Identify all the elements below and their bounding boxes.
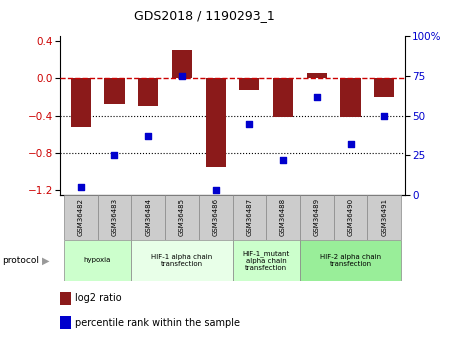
- Bar: [232, 195, 266, 240]
- Text: HIF-1_mutant
alpha chain
transfection: HIF-1_mutant alpha chain transfection: [243, 250, 290, 271]
- Point: [279, 157, 287, 163]
- Bar: [199, 195, 232, 240]
- Text: GSM36489: GSM36489: [314, 198, 320, 236]
- Point: [178, 73, 186, 79]
- Bar: [98, 195, 131, 240]
- Point: [77, 184, 85, 190]
- Point: [246, 121, 253, 126]
- Bar: [266, 195, 300, 240]
- Bar: [138, 78, 158, 106]
- Point: [347, 141, 354, 147]
- Bar: [300, 240, 401, 281]
- Text: GSM36490: GSM36490: [347, 198, 353, 236]
- Bar: [131, 240, 232, 281]
- Text: GSM36483: GSM36483: [112, 198, 118, 236]
- Point: [111, 152, 118, 158]
- Text: GSM36482: GSM36482: [78, 198, 84, 236]
- Point: [313, 94, 320, 99]
- Bar: [374, 78, 394, 97]
- Bar: [71, 78, 91, 127]
- Bar: [104, 78, 125, 105]
- Bar: [64, 240, 131, 281]
- Text: GSM36486: GSM36486: [213, 198, 219, 236]
- Bar: [172, 50, 192, 78]
- Text: GSM36487: GSM36487: [246, 198, 252, 236]
- Text: hypoxia: hypoxia: [84, 257, 111, 264]
- Point: [380, 113, 388, 118]
- Bar: [239, 78, 259, 90]
- Text: GSM36491: GSM36491: [381, 198, 387, 236]
- Point: [145, 134, 152, 139]
- Text: GDS2018 / 1190293_1: GDS2018 / 1190293_1: [134, 9, 275, 22]
- Text: percentile rank within the sample: percentile rank within the sample: [75, 318, 240, 327]
- Text: protocol: protocol: [2, 256, 40, 265]
- Bar: [307, 73, 327, 78]
- Bar: [131, 195, 165, 240]
- Bar: [273, 78, 293, 117]
- Text: ▶: ▶: [42, 256, 49, 265]
- Text: log2 ratio: log2 ratio: [75, 294, 122, 303]
- Point: [212, 187, 219, 193]
- Bar: [367, 195, 401, 240]
- Bar: [232, 240, 300, 281]
- Bar: [340, 78, 361, 117]
- Text: GSM36484: GSM36484: [145, 198, 151, 236]
- Bar: [334, 195, 367, 240]
- Bar: [206, 78, 226, 167]
- Bar: [64, 195, 98, 240]
- Text: GSM36485: GSM36485: [179, 198, 185, 236]
- Text: GSM36488: GSM36488: [280, 198, 286, 236]
- Bar: [165, 195, 199, 240]
- Bar: [300, 195, 334, 240]
- Text: HIF-2 alpha chain
transfection: HIF-2 alpha chain transfection: [320, 254, 381, 267]
- Text: HIF-1 alpha chain
transfection: HIF-1 alpha chain transfection: [151, 254, 213, 267]
